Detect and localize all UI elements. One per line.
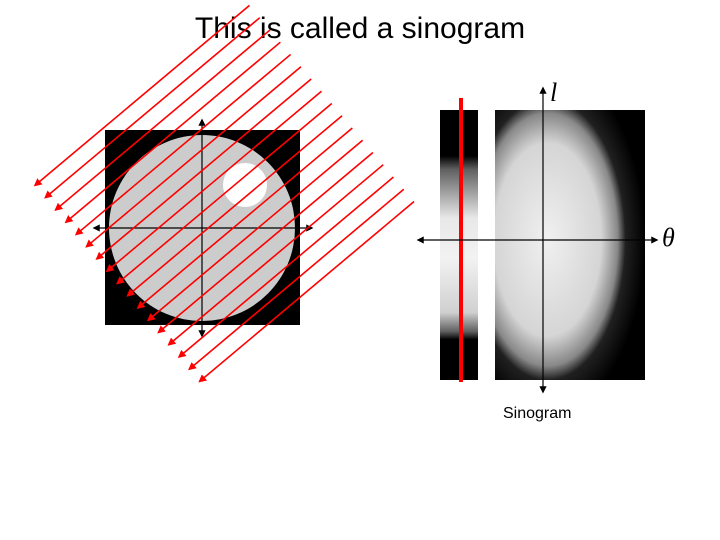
sinogram-gradient: [495, 110, 645, 380]
sinogram-group: [495, 110, 645, 380]
left-phantom-group: [35, 5, 414, 381]
diagram-svg: [0, 0, 720, 540]
projection-rays: [35, 5, 414, 381]
